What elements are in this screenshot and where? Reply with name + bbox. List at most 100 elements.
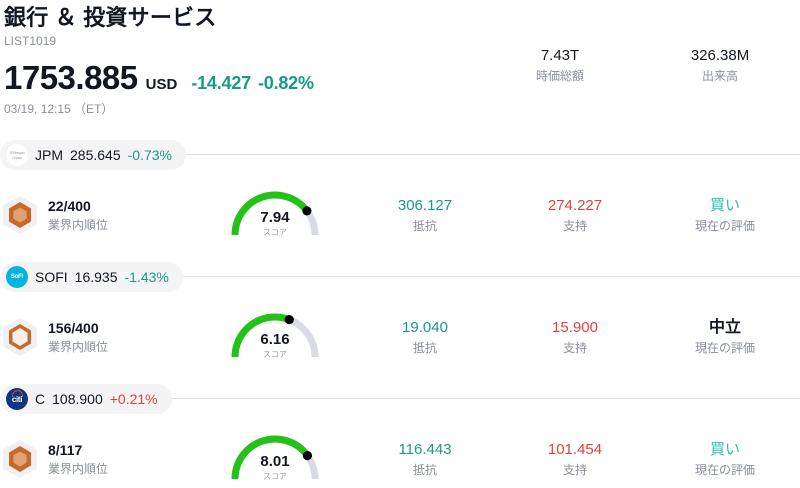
resistance-label: 抵抗 xyxy=(412,462,437,477)
ticker-symbol: JPM xyxy=(35,147,63,163)
gauge-fill xyxy=(231,313,291,358)
resistance-label: 抵抗 xyxy=(412,340,437,355)
industry-rank-value: 156/400 xyxy=(48,319,99,336)
index-change-abs: -14.427 xyxy=(191,73,251,93)
gauge-text: 8.01 スコア xyxy=(227,453,323,482)
list-id: LIST1019 xyxy=(4,34,57,48)
row-body: 8/117 業界内順位 8.01 スコア 116.443 抵抗 101.454 支持 買い 現在の… xyxy=(0,415,800,488)
ticker-header: citi C 108.900 +0.21% xyxy=(0,383,800,415)
gauge-pointer-dot xyxy=(302,450,313,461)
stock-row[interactable]: SoFi SOFI 16.935 -1.43% 156/400 業界内順位 6.16 スコア 1… xyxy=(0,261,800,383)
support-cell: 15.900 支持 xyxy=(500,318,650,357)
rating-value: 買い xyxy=(709,440,740,458)
ticker-price: 285.645 xyxy=(70,147,121,163)
rating-label: 現在の評価 xyxy=(694,340,755,355)
industry-rank-badge-icon xyxy=(2,317,38,357)
badge-core-hex xyxy=(13,207,27,223)
ticker-price: 16.935 xyxy=(74,269,118,285)
rating-cell: 買い 現在の評価 xyxy=(650,196,800,235)
stat-market-cap-value: 7.43T xyxy=(540,47,580,64)
score-gauge-cell: 7.94 スコア xyxy=(210,187,340,243)
gauge-score-value: 6.16 xyxy=(260,331,290,348)
index-currency: USD xyxy=(145,76,178,93)
rating-cell: 中立 現在の評価 xyxy=(650,318,800,357)
industry-rank-label: 業界内順位 xyxy=(48,339,109,354)
support-cell: 274.227 支持 xyxy=(500,196,650,235)
gauge-text: 7.94 スコア xyxy=(227,209,323,238)
industry-rank-cell: 22/400 業界内順位 xyxy=(0,195,210,235)
ticker-header: SoFi SOFI 16.935 -1.43% xyxy=(0,261,800,293)
resistance-value: 116.443 xyxy=(398,440,452,458)
stock-list: JPMorgan Chase JPM 285.645 -0.73% 22/400 業界内順… xyxy=(0,139,800,488)
rating-cell: 買い 現在の評価 xyxy=(650,440,800,479)
resistance-cell: 306.127 抵抗 xyxy=(350,196,500,235)
rating-label: 現在の評価 xyxy=(694,218,755,233)
ticker-change-pct: -0.73% xyxy=(127,147,172,163)
score-gauge-cell: 6.16 スコア xyxy=(210,309,340,365)
citi-arc-icon xyxy=(12,390,23,397)
gauge-score-value: 7.94 xyxy=(260,209,290,226)
quote-timestamp: 03/19, 12:15 （ET） xyxy=(4,102,114,116)
gauge-score-label: スコア xyxy=(263,350,287,359)
row-divider xyxy=(0,398,800,399)
citi-logo-icon: citi xyxy=(6,388,28,410)
row-body: 156/400 業界内順位 6.16 スコア 19.040 抵抗 15.900 支持 中立現在の… xyxy=(0,293,800,381)
jpm-logo-icon: JPMorgan Chase xyxy=(6,144,28,166)
badge-core-hex xyxy=(12,328,28,346)
score-gauge: 6.16 スコア xyxy=(227,309,323,365)
citi-logo-wordmark: citi xyxy=(11,394,23,404)
support-value: 15.900 xyxy=(552,318,598,336)
jpm-logo-wordmark: JPMorgan Chase xyxy=(9,150,25,160)
gauge-score-label: スコア xyxy=(263,228,287,237)
sofi-logo-icon: SoFi xyxy=(6,266,28,288)
stat-volume-label: 出来高 xyxy=(701,69,738,83)
rating-label: 現在の評価 xyxy=(694,462,755,477)
stat-market-cap-label: 時価総額 xyxy=(535,69,584,83)
rating-value: 買い xyxy=(709,196,740,214)
industry-rank-label: 業界内順位 xyxy=(48,461,109,476)
ticker-pill[interactable]: citi C 108.900 +0.21% xyxy=(0,384,172,414)
row-divider xyxy=(0,276,800,277)
support-label: 支持 xyxy=(562,218,587,233)
support-cell: 101.454 支持 xyxy=(500,440,650,479)
sofi-logo-wordmark: SoFi xyxy=(10,274,24,280)
index-change-pct: -0.82% xyxy=(257,73,314,93)
ticker-symbol: C xyxy=(35,391,46,407)
row-body: 22/400 業界内順位 7.94 スコア 306.127 抵抗 274.227 支持 買い現在… xyxy=(0,171,800,259)
stock-row[interactable]: JPMorgan Chase JPM 285.645 -0.73% 22/400 業界内順… xyxy=(0,139,800,261)
gauge-text: 6.16 スコア xyxy=(227,331,323,360)
industry-rank-cell: 8/117 業界内順位 xyxy=(0,439,210,479)
industry-rank-badge-icon xyxy=(2,439,38,479)
index-quote: 1753.885 USD -14.427 -0.82% xyxy=(4,59,800,97)
industry-rank-text: 22/400 業界内順位 xyxy=(48,197,108,234)
ticker-change-pct: -1.43% xyxy=(124,269,169,285)
stat-market-cap: 7.43T 時価総額 xyxy=(480,46,640,85)
support-label: 支持 xyxy=(562,340,587,355)
ticker-pill[interactable]: SoFi SOFI 16.935 -1.43% xyxy=(0,262,183,292)
support-label: 支持 xyxy=(562,462,587,477)
support-value: 274.227 xyxy=(547,196,603,214)
industry-rank-text: 156/400 業界内順位 xyxy=(48,319,108,356)
gauge-fill xyxy=(231,435,311,480)
industry-rank-text: 8/117 業界内順位 xyxy=(48,441,108,478)
gauge-score-value: 8.01 xyxy=(260,453,290,470)
gauge-score-label: スコア xyxy=(263,472,287,481)
resistance-value: 19.040 xyxy=(402,318,448,336)
ticker-pill[interactable]: JPMorgan Chase JPM 285.645 -0.73% xyxy=(0,140,186,170)
gauge-fill xyxy=(231,191,310,236)
row-divider xyxy=(0,154,800,155)
badge-core-hex xyxy=(13,451,27,467)
stat-volume-value: 326.38M xyxy=(690,47,750,64)
industry-rank-value: 22/400 xyxy=(48,197,91,214)
gauge-pointer-dot xyxy=(302,206,312,216)
header-stats: 7.43T 時価総額 326.38M 出来高 xyxy=(480,46,800,85)
industry-rank-value: 8/117 xyxy=(48,441,83,458)
index-price: 1753.885 xyxy=(4,59,138,96)
rating-value: 中立 xyxy=(708,318,741,336)
resistance-cell: 116.443 抵抗 xyxy=(350,440,500,479)
score-gauge-cell: 8.01 スコア xyxy=(210,431,340,487)
stock-row[interactable]: citi C 108.900 +0.21% 8/117 業界内順位 8.01 スコア 116.4… xyxy=(0,383,800,488)
resistance-value: 306.127 xyxy=(397,196,453,214)
ticker-price: 108.900 xyxy=(52,391,103,407)
score-gauge: 8.01 スコア xyxy=(227,431,323,487)
